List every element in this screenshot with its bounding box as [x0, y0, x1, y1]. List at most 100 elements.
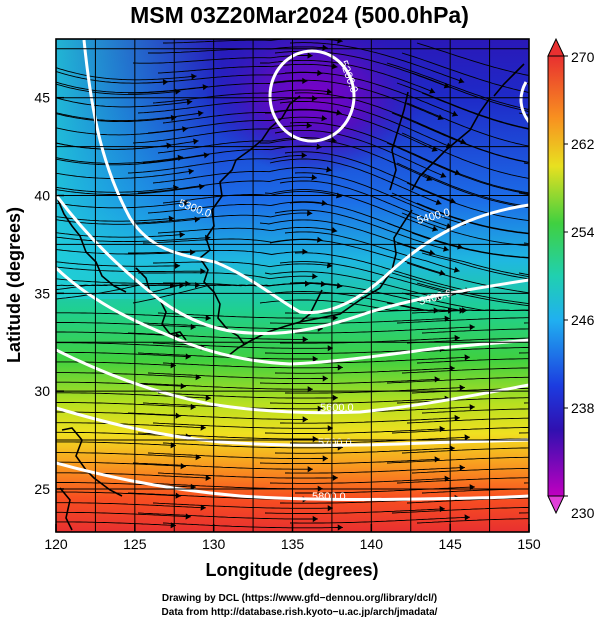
streamline	[56, 113, 177, 123]
grid-lines	[56, 39, 529, 532]
streamline-arrow	[337, 39, 343, 44]
streamline-arrow	[440, 172, 447, 178]
streamline	[56, 156, 184, 164]
streamline-arrow	[193, 138, 199, 145]
streamline	[128, 80, 308, 94]
contour-5400	[56, 194, 529, 335]
streamline	[56, 342, 206, 349]
streamline	[56, 402, 196, 408]
streamline	[396, 82, 529, 130]
streamline-arrow	[332, 394, 338, 401]
streamline	[289, 42, 465, 83]
streamline	[411, 152, 529, 194]
streamline-arrow	[337, 524, 343, 531]
streamline-arrow	[459, 464, 465, 471]
streamline	[274, 367, 455, 374]
colorbar-tick-label: 254	[571, 224, 595, 240]
streamline	[295, 486, 475, 494]
coast-honshu-east	[299, 209, 413, 323]
streamline	[274, 209, 449, 251]
streamline	[264, 271, 442, 299]
streamline-arrow	[451, 110, 458, 117]
streamline	[269, 239, 446, 275]
streamline-arrow	[205, 394, 211, 401]
x-tick-label: 150	[517, 536, 541, 552]
streamline-arrow	[302, 336, 308, 343]
colorbar-max-arrow	[547, 37, 565, 57]
streamline-arrow	[170, 114, 177, 122]
streamline	[56, 232, 185, 238]
streamline	[416, 122, 529, 163]
streamline	[56, 236, 211, 243]
streamline	[147, 116, 327, 134]
streamline-arrow	[179, 231, 185, 238]
streamline	[391, 272, 529, 305]
streamline-arrow	[191, 73, 197, 80]
credits: Drawing by DCL (https://www.gfd−dennou.o…	[0, 592, 599, 620]
streamline	[285, 387, 465, 394]
streamline	[56, 472, 211, 479]
streamline	[396, 397, 529, 404]
streamline-arrow	[326, 88, 333, 95]
streamline-arrow	[183, 199, 190, 206]
streamline	[279, 180, 453, 228]
streamline-arrow	[587, 386, 592, 392]
streamline	[290, 436, 470, 444]
contour-5200	[268, 49, 356, 143]
streamline	[260, 138, 433, 181]
streamline	[56, 521, 176, 526]
streamline-arrow	[326, 166, 332, 173]
streamline	[132, 212, 313, 224]
coast-taiwan	[59, 487, 73, 531]
streamline-arrow	[585, 165, 590, 171]
streamline	[138, 272, 318, 280]
streamline-arrow	[432, 225, 438, 232]
streamline-arrow	[322, 455, 328, 462]
streamline	[274, 129, 447, 178]
streamline	[274, 447, 455, 454]
streamline-arrow	[205, 474, 211, 481]
streamline	[386, 142, 529, 195]
streamline	[153, 261, 333, 268]
streamline	[401, 447, 529, 454]
streamline	[284, 151, 456, 203]
streamline	[147, 201, 328, 214]
streamline-arrow	[426, 175, 433, 181]
streamline-arrow	[449, 197, 456, 204]
streamline-arrow	[567, 344, 572, 350]
streamline-arrow	[443, 245, 449, 252]
streamline	[406, 102, 529, 147]
streamline	[416, 358, 529, 364]
streamline	[401, 52, 529, 93]
streamline	[411, 72, 529, 113]
streamline-arrow	[464, 434, 470, 441]
coast-china-south	[61, 427, 123, 497]
streamline-arrow	[587, 79, 592, 85]
streamline	[396, 242, 529, 278]
streamline	[56, 511, 191, 518]
x-tick-label: 145	[438, 536, 462, 552]
x-tick-label: 120	[44, 536, 68, 552]
streamline	[401, 212, 529, 247]
streamline-arrow	[186, 99, 193, 106]
streamline-arrow	[307, 210, 313, 217]
streamline	[421, 252, 529, 280]
y-tick-label: 40	[34, 188, 50, 204]
streamline	[544, 30, 599, 47]
colorbar-tick-label: 230	[571, 505, 595, 521]
streamline-arrow	[307, 466, 313, 473]
streamline-arrow	[582, 415, 587, 421]
y-tick-label: 35	[34, 285, 50, 301]
streamline-arrow	[464, 354, 470, 361]
streamline	[391, 192, 529, 235]
streamline	[56, 218, 200, 225]
coast-china-north	[135, 267, 187, 341]
streamline-arrow	[174, 262, 181, 269]
streamline	[534, 263, 599, 275]
coast-kurils	[493, 63, 525, 97]
streamline	[416, 202, 529, 234]
coast-hokkaido	[411, 97, 491, 191]
colorbar-tick-label: 238	[571, 400, 595, 416]
streamline	[56, 71, 169, 84]
streamline-arrow	[180, 463, 186, 470]
